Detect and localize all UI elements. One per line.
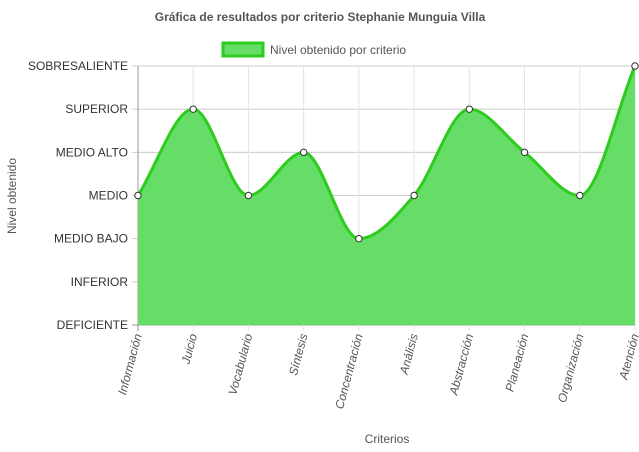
legend-label: Nivel obtenido por criterio (270, 43, 406, 57)
legend-swatch (221, 41, 265, 58)
y-tick-label: INFERIOR (71, 275, 129, 289)
y-tick-label: SUPERIOR (65, 102, 128, 116)
data-point[interactable] (299, 148, 308, 157)
data-point[interactable] (465, 105, 474, 113)
series-line (136, 65, 637, 241)
data-point[interactable] (134, 191, 142, 200)
x-tick-label: Organización (555, 332, 587, 404)
x-tick-labels: Información Juicio Vocabulario Síntesis Conc… (115, 332, 639, 411)
x-tick-label: Concentración (332, 332, 366, 411)
y-tick-labels: DEFICIENTE INFERIOR MEDIO BAJO MEDIO MEDIO A… (28, 59, 128, 332)
data-point[interactable] (244, 191, 253, 200)
chart-title: Gráfica de resultados por criterio Steph… (155, 10, 486, 24)
series-fill (138, 66, 635, 325)
y-tick-label: MEDIO ALTO (56, 145, 128, 159)
series-points (134, 62, 639, 243)
x-axis-title: Criterios (365, 432, 410, 446)
data-point[interactable] (520, 148, 529, 157)
x-tick-label: Abstracción (446, 332, 476, 397)
y-tick-label: SOBRESALIENTE (28, 59, 128, 73)
x-tick-label: Información (115, 332, 145, 396)
data-point[interactable] (631, 62, 639, 70)
y-tick-label: DEFICIENTE (57, 318, 128, 332)
series-area (136, 65, 637, 325)
x-tick-label: Juicio (178, 332, 200, 367)
y-tick-label: MEDIO (89, 189, 128, 203)
x-tick-label: Análisis (397, 332, 421, 377)
x-tick-label: Vocabulario (226, 332, 256, 397)
x-tick-label: Síntesis (286, 332, 311, 377)
data-point[interactable] (410, 191, 418, 200)
x-tick-label: Planeación (503, 332, 532, 393)
data-point[interactable] (576, 191, 584, 200)
y-axis-title: Nivel obtenido (5, 158, 19, 234)
data-point[interactable] (189, 105, 197, 113)
y-tick-label: MEDIO BAJO (54, 232, 128, 246)
legend[interactable]: Nivel obtenido por criterio (221, 41, 406, 58)
x-tick-label: Atención (616, 332, 639, 382)
data-point[interactable] (355, 234, 363, 243)
